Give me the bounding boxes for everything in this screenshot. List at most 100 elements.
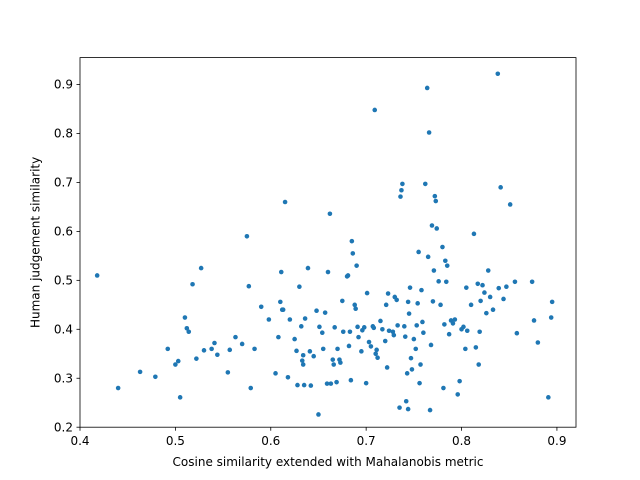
data-point [331, 362, 337, 367]
y-tick-label: 0.2 [54, 420, 73, 434]
data-point [246, 283, 252, 289]
data-point [198, 265, 204, 271]
data-point [475, 281, 481, 287]
x-tick-label: 0.4 [70, 434, 89, 448]
data-point [348, 377, 354, 383]
data-point [292, 336, 297, 342]
data-point [464, 285, 469, 290]
data-point [402, 324, 407, 329]
data-point [368, 344, 374, 349]
data-point [394, 297, 399, 303]
data-point [431, 268, 437, 273]
data-point [201, 348, 207, 353]
data-point [408, 355, 414, 361]
data-point [398, 194, 403, 199]
data-point [297, 284, 302, 290]
data-point [266, 317, 272, 322]
data-point [353, 306, 358, 312]
data-point [300, 362, 306, 367]
data-point [258, 304, 264, 310]
data-point [529, 279, 535, 285]
data-point [299, 358, 305, 363]
data-point [421, 330, 426, 336]
data-point [182, 315, 188, 320]
y-tick-label: 0.3 [54, 371, 73, 385]
data-point [450, 321, 456, 326]
data-point [340, 329, 346, 335]
data-point [546, 395, 551, 400]
data-point [404, 371, 410, 376]
data-point [215, 352, 220, 358]
data-point [194, 356, 199, 361]
data-point [427, 407, 433, 413]
data-point [352, 302, 358, 308]
data-point [484, 310, 489, 316]
data-point [443, 258, 448, 264]
data-point [428, 342, 434, 348]
data-point [349, 238, 355, 244]
y-tick-label: 0.7 [54, 176, 73, 190]
data-point [248, 385, 254, 391]
data-point [429, 223, 435, 228]
data-point [444, 263, 450, 268]
data-point [94, 273, 100, 278]
data-point [375, 355, 380, 360]
y-tick-label: 0.5 [54, 274, 73, 288]
data-point [314, 308, 319, 313]
data-point [320, 346, 326, 352]
data-point [209, 346, 214, 352]
data-point [382, 338, 388, 344]
data-point [495, 71, 501, 77]
data-point [373, 351, 378, 357]
data-point [442, 322, 447, 327]
data-point [363, 380, 369, 386]
data-point [391, 332, 397, 338]
data-point [501, 296, 506, 302]
data-point [305, 265, 311, 271]
data-point [184, 326, 190, 331]
data-point [285, 374, 291, 380]
data-point [441, 385, 446, 391]
data-point [322, 310, 328, 315]
data-point [433, 198, 439, 204]
data-point [531, 318, 537, 323]
data-point [405, 299, 411, 305]
data-point [416, 249, 421, 255]
data-point [432, 193, 438, 199]
data-point [417, 380, 422, 386]
data-point [411, 336, 417, 342]
data-point [137, 369, 143, 375]
data-point [434, 226, 440, 231]
data-point [446, 331, 452, 337]
data-point [280, 307, 286, 313]
data-point [340, 298, 345, 304]
data-point [153, 374, 158, 380]
data-point [419, 287, 424, 293]
y-axis-ticks: 0.2 0.3 0.4 0.5 0.6 0.7 0.8 0.9 [54, 78, 80, 434]
data-point [400, 181, 405, 187]
data-point [514, 330, 520, 336]
data-point [374, 347, 379, 353]
x-axis-label: Cosine similarity extended with Mahalano… [173, 455, 484, 469]
data-point [328, 381, 334, 386]
data-point [482, 290, 487, 295]
data-point [165, 346, 171, 352]
data-point [476, 362, 482, 367]
data-point [426, 130, 432, 135]
data-point [425, 254, 431, 260]
data-point [278, 299, 283, 305]
data-point [302, 316, 308, 321]
data-point [464, 328, 470, 334]
data-point [294, 348, 299, 354]
y-tick-label: 0.6 [54, 225, 73, 239]
data-point [316, 412, 321, 417]
data-point [278, 269, 284, 275]
data-point [173, 362, 178, 367]
plot-area-frame [79, 57, 577, 428]
data-point [420, 319, 425, 325]
data-point [319, 330, 325, 336]
x-tick-label: 0.5 [166, 434, 185, 448]
data-point [300, 352, 306, 358]
data-point [477, 329, 482, 335]
data-point [455, 392, 461, 397]
